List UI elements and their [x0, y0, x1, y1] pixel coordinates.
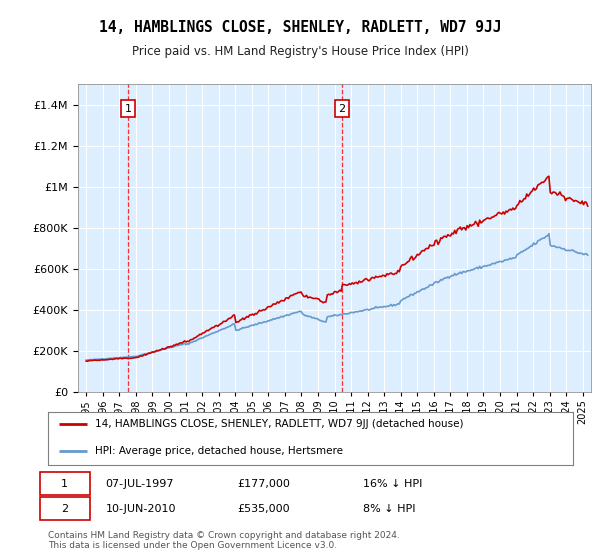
Text: 2: 2	[61, 503, 68, 514]
Text: 07-JUL-1997: 07-JUL-1997	[106, 479, 174, 489]
FancyBboxPatch shape	[40, 497, 90, 520]
Text: Contains HM Land Registry data © Crown copyright and database right 2024.
This d: Contains HM Land Registry data © Crown c…	[48, 531, 400, 550]
Text: 14, HAMBLINGS CLOSE, SHENLEY, RADLETT, WD7 9JJ (detached house): 14, HAMBLINGS CLOSE, SHENLEY, RADLETT, W…	[95, 419, 464, 430]
Text: 14, HAMBLINGS CLOSE, SHENLEY, RADLETT, WD7 9JJ: 14, HAMBLINGS CLOSE, SHENLEY, RADLETT, W…	[99, 20, 501, 35]
FancyBboxPatch shape	[40, 473, 90, 495]
Text: 2: 2	[338, 104, 346, 114]
Text: £177,000: £177,000	[237, 479, 290, 489]
Text: 10-JUN-2010: 10-JUN-2010	[106, 503, 176, 514]
Text: HPI: Average price, detached house, Hertsmere: HPI: Average price, detached house, Hert…	[95, 446, 343, 456]
Text: £535,000: £535,000	[237, 503, 290, 514]
Text: 1: 1	[61, 479, 68, 489]
Text: 16% ↓ HPI: 16% ↓ HPI	[363, 479, 422, 489]
Text: Price paid vs. HM Land Registry's House Price Index (HPI): Price paid vs. HM Land Registry's House …	[131, 45, 469, 58]
Text: 8% ↓ HPI: 8% ↓ HPI	[363, 503, 415, 514]
Text: 1: 1	[124, 104, 131, 114]
